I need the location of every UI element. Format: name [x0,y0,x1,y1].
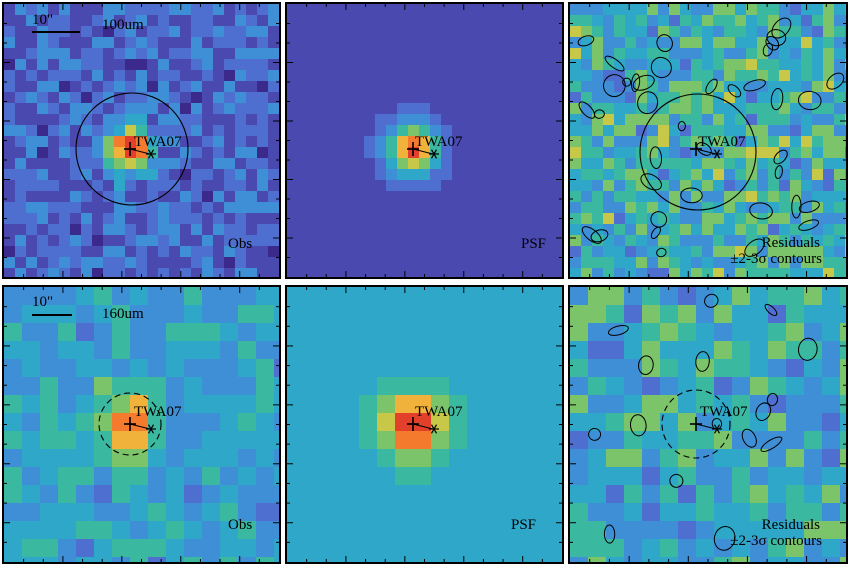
pixel-grid [570,287,846,562]
source-label: TWA07 [415,134,463,150]
panel-label-obs: Obs [228,517,253,533]
panel-160um-residuals: TWA07 Residuals ±2-3σ contours [568,285,848,564]
map-160um-psf [287,287,562,562]
panel-sublabel-contours: ±2-3σ contours [730,251,822,267]
source-label: TWA07 [134,404,182,420]
axis-ticks [570,4,846,277]
scale-bar-label-160um: 10" [32,294,54,310]
aperture-circle [75,92,189,206]
panel-100um-psf: TWA07 PSF [285,2,564,279]
pixel-grid [287,287,562,562]
star-marker [429,149,439,159]
scale-bar-label-100um: 10" [32,12,54,28]
residual-contours [577,17,845,258]
source-label: TWA07 [134,134,182,150]
panel-100um-residuals: TWA07 Residuals ±2-3σ contours [568,2,848,279]
panel-100um-obs: 100um 10" TWA07 Obs [2,2,281,279]
star-marker [712,424,722,434]
residual-contours [588,293,818,551]
panel-sublabel-contours: ±2-3σ contours [730,533,822,549]
axis-ticks [287,287,562,562]
star-marker [429,424,439,434]
source-marker [690,142,717,156]
panel-label-residuals: Residuals [761,517,820,533]
map-100um-psf [287,4,562,277]
panel-label-psf: PSF [511,517,537,533]
panel-160um-obs: 160um 10" TWA07 Obs [2,285,281,564]
source-marker [124,142,151,156]
aperture-circle [98,392,162,456]
source-marker [124,417,151,431]
axis-ticks [287,4,562,277]
source-marker [690,417,717,431]
map-100um-obs [4,4,279,277]
band-label-100um: 100um [102,17,144,33]
source-label: TWA07 [700,404,748,420]
axis-ticks [4,287,279,562]
panel-label-psf: PSF [521,236,547,252]
star-marker [146,424,156,434]
panel-label-obs: Obs [228,236,253,252]
panel-label-residuals: Residuals [761,235,820,251]
pixel-grid [287,4,562,277]
axis-ticks [570,287,846,562]
pixel-grid [4,287,279,562]
axis-ticks [4,4,279,277]
map-160um-obs [4,287,279,562]
source-marker [407,142,434,156]
star-marker [146,149,156,159]
source-label: TWA07 [698,134,746,150]
map-100um-residuals [570,4,846,277]
star-marker [712,149,722,159]
source-marker [407,417,434,431]
panel-160um-psf: TWA07 PSF [285,285,564,564]
aperture-circle [639,93,757,211]
pixel-grid [4,4,279,277]
pixel-grid [570,4,846,277]
source-label: TWA07 [415,404,463,420]
band-label-160um: 160um [102,306,144,322]
aperture-circle [661,389,731,459]
map-160um-residuals [570,287,846,562]
